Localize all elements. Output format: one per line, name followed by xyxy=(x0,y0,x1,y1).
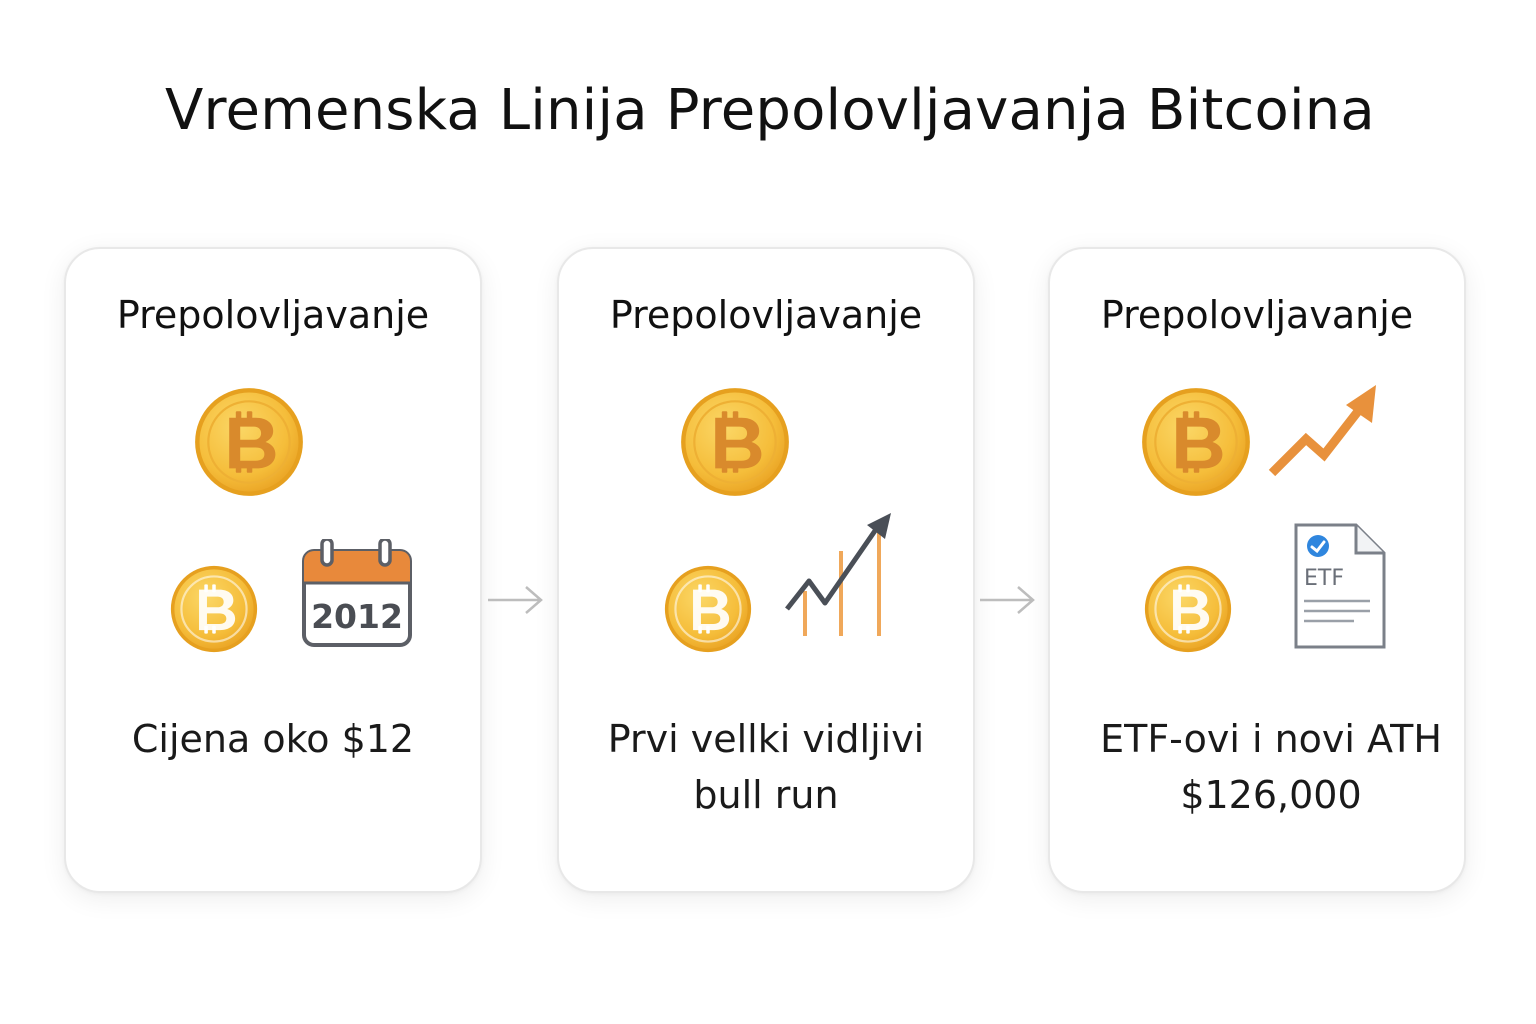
etf-document-icon: ETF xyxy=(1294,523,1386,649)
card-description: ETF-ovi i novi ATH $126,000 xyxy=(1100,717,1442,817)
card-description: Cijena oko $12 xyxy=(131,717,415,761)
bitcoin-coin-icon xyxy=(194,387,304,497)
flow-arrow-icon xyxy=(488,586,543,614)
timeline-card-3: Prepolovljavanje ETF ETF-ovi i novi ATH … xyxy=(1048,247,1466,893)
timeline-card-1: Prepolovljavanje 2012 Cijena oko $12 xyxy=(64,247,482,893)
page-title: Vremenska Linija Prepolovljavanja Bitcoi… xyxy=(165,78,1375,143)
card-description: Prvi vellki vidljivi bull run xyxy=(607,717,925,817)
bitcoin-coin-icon xyxy=(1141,387,1251,497)
card-heading: Prepolovljavanje xyxy=(609,293,923,337)
bitcoin-coin-icon xyxy=(680,387,790,497)
card-heading: Prepolovljavanje xyxy=(116,293,430,337)
etf-label: ETF xyxy=(1304,566,1344,591)
calendar-icon: 2012 xyxy=(302,539,412,647)
flow-arrow-icon xyxy=(980,586,1035,614)
trend-up-arrow-icon xyxy=(1268,385,1376,477)
calendar-year: 2012 xyxy=(311,597,403,636)
bitcoin-coin-small-icon xyxy=(664,565,752,653)
bitcoin-coin-small-icon xyxy=(170,565,258,653)
timeline-card-2: Prepolovljavanje Prvi vellki vidljivi bu… xyxy=(557,247,975,893)
rising-chart-icon xyxy=(785,513,891,636)
card-heading: Prepolovljavanje xyxy=(1100,293,1414,337)
bitcoin-coin-small-icon xyxy=(1144,565,1232,653)
